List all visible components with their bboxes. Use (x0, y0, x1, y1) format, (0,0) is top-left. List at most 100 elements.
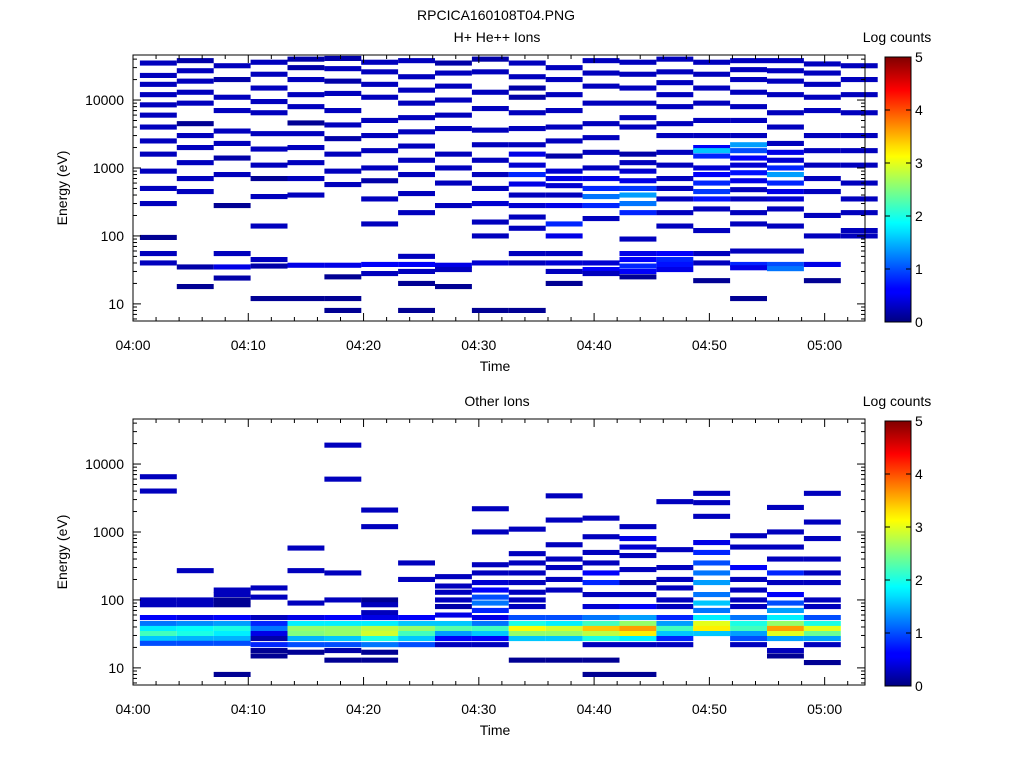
panel-title: H+ He++ Ions (454, 29, 541, 45)
heatmap-cell (471, 625, 509, 631)
heatmap-cell (471, 89, 509, 95)
heatmap-cell (582, 549, 620, 555)
heatmap-cell (435, 203, 472, 209)
heatmap-cell (582, 149, 620, 155)
y-tick-label: 1000 (93, 160, 124, 176)
heatmap-cell (435, 574, 472, 580)
heatmap-cell (693, 580, 731, 586)
heatmap-cell (840, 196, 878, 202)
heatmap-cell (324, 570, 362, 576)
x-tick-label: 04:20 (346, 337, 381, 353)
heatmap-cell (287, 120, 325, 126)
heatmap-cell (139, 260, 177, 266)
heatmap-cell (545, 221, 583, 227)
heatmap-cell (471, 570, 509, 576)
heatmap-cell (176, 78, 214, 84)
heatmap-cell (619, 536, 657, 542)
heatmap-cell (508, 214, 546, 220)
heatmap-cell (287, 600, 325, 606)
heatmap-cell (213, 671, 251, 677)
heatmap-cell (176, 189, 214, 195)
x-axis-label: Time (480, 358, 511, 374)
heatmap-cell (656, 223, 694, 229)
heatmap-cell (250, 99, 288, 105)
heatmap-cell (656, 631, 694, 637)
heatmap-cell (619, 604, 657, 610)
heatmap-cell (730, 625, 767, 631)
heatmap-cell (471, 69, 509, 75)
heatmap-cell (545, 587, 583, 593)
heatmap-cell (508, 636, 546, 642)
colorbar (884, 420, 912, 687)
heatmap-cell (693, 196, 731, 202)
heatmap-cell (619, 160, 657, 166)
heatmap-cell (730, 631, 767, 637)
heatmap-cell (361, 133, 399, 139)
heatmap-cell (545, 280, 583, 286)
heatmap-cell (803, 597, 841, 603)
heatmap-cell (176, 631, 214, 637)
heatmap-cell (656, 162, 694, 168)
heatmap-cell (213, 640, 251, 646)
heatmap-cell (250, 653, 288, 659)
heatmap-cell (361, 81, 399, 87)
heatmap-cell (545, 251, 583, 257)
heatmap-cell (139, 602, 177, 608)
heatmap-cell (508, 203, 546, 209)
heatmap-cell (582, 194, 620, 200)
heatmap-cell (582, 615, 620, 621)
heatmap-cell (213, 275, 251, 281)
heatmap-cell (287, 568, 325, 574)
heatmap-cell (435, 126, 472, 132)
heatmap-cell (508, 225, 546, 231)
heatmap-cell (471, 142, 509, 148)
heatmap-cell (656, 625, 694, 631)
heatmap-cell (287, 636, 325, 642)
heatmap-cell (471, 260, 509, 266)
heatmap-cell (730, 636, 767, 642)
heatmap-cell (398, 261, 435, 267)
heatmap-cell (508, 85, 546, 91)
heatmap-cell (730, 597, 767, 603)
heatmap-cell (767, 600, 804, 606)
heatmap-cell (693, 153, 731, 159)
heatmap-cell (139, 151, 177, 157)
heatmap-cell (619, 115, 657, 121)
heatmap-cell (545, 576, 583, 582)
heatmap-cell (361, 94, 399, 100)
heatmap-cell (545, 268, 583, 274)
heatmap-cell (693, 513, 731, 519)
heatmap-cell (435, 97, 472, 103)
heatmap-cell (250, 162, 288, 168)
heatmap-cell (435, 597, 472, 603)
heatmap-cell (767, 266, 804, 272)
heatmap-cell (656, 121, 694, 127)
heatmap-cell (730, 117, 767, 123)
heatmap-cell (213, 108, 251, 114)
heatmap-cell (545, 77, 583, 83)
heatmap-cell (803, 642, 841, 648)
heatmap-cell (545, 183, 583, 189)
heatmap-cell (693, 145, 731, 151)
heatmap-cell (656, 149, 694, 155)
heatmap-cell (435, 262, 472, 268)
heatmap-cell (767, 631, 804, 637)
heatmap-cell (287, 56, 325, 62)
heatmap-cell (361, 649, 399, 655)
heatmap-cell (582, 203, 620, 209)
heatmap-cell (139, 185, 177, 191)
heatmap-cell (435, 612, 472, 618)
heatmap-cell (471, 594, 509, 600)
x-tick-label: 05:00 (807, 701, 842, 717)
heatmap-cell (361, 657, 399, 663)
heatmap-cell (619, 567, 657, 573)
heatmap-cell (730, 196, 767, 202)
axis-ticks: 04:00 04:10 04:20 04:30 04:40 04:50 05:00 10 100… (85, 419, 865, 717)
heatmap-cell (250, 648, 288, 654)
heatmap-cell (767, 180, 804, 186)
heatmap-cell (767, 529, 804, 535)
heatmap-cell (582, 271, 620, 277)
heatmap-cell (730, 642, 767, 648)
heatmap-cell (545, 556, 583, 562)
heatmap-cell (767, 78, 804, 84)
